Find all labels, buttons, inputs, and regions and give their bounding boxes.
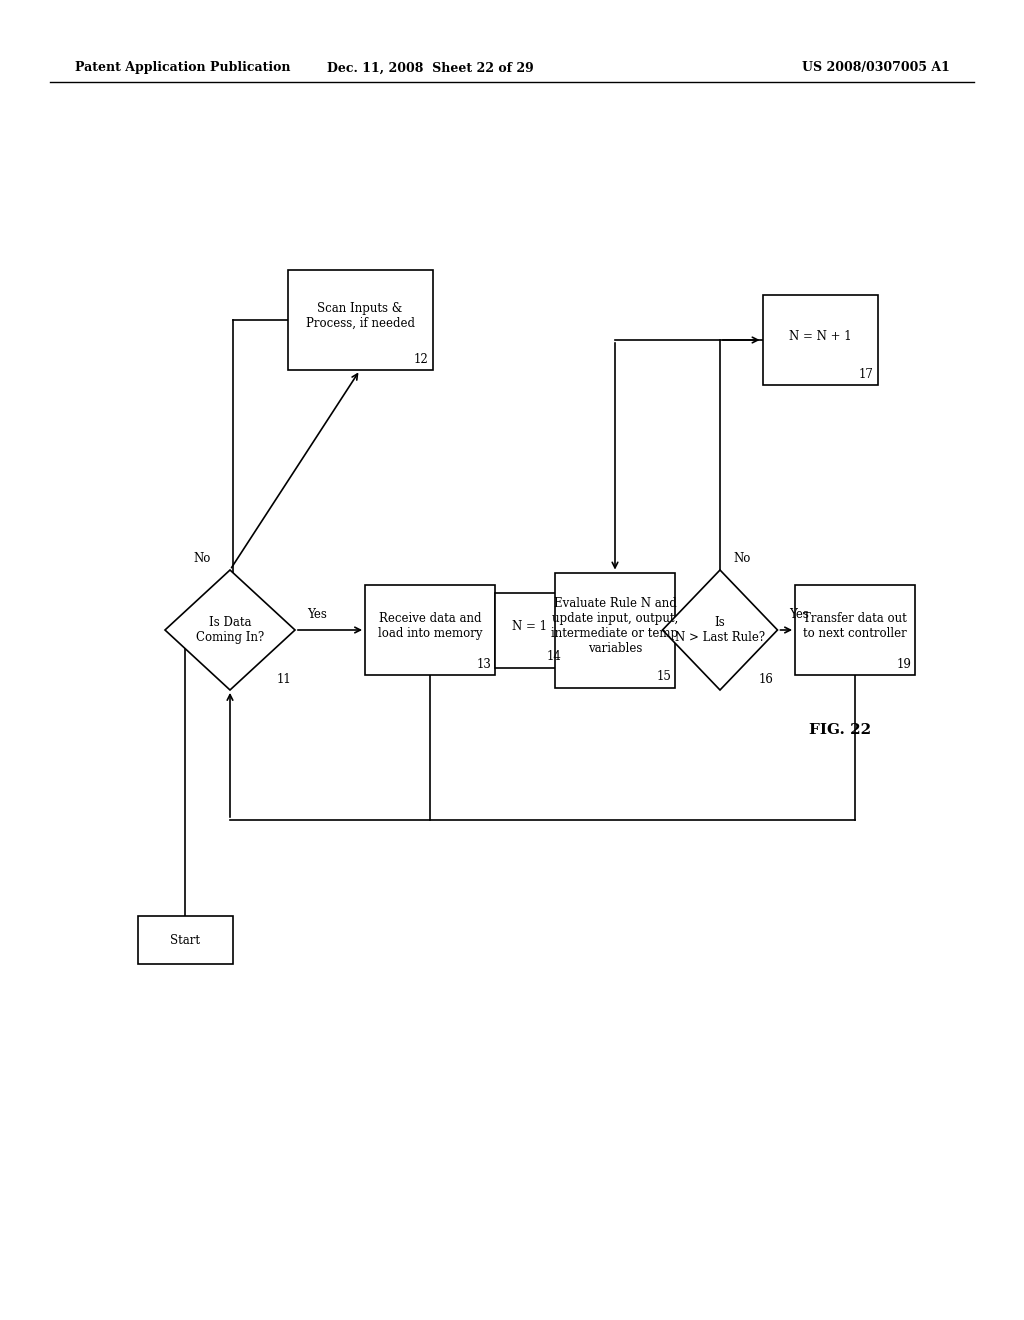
Text: Patent Application Publication: Patent Application Publication bbox=[75, 62, 291, 74]
Polygon shape bbox=[165, 570, 295, 690]
Text: Evaluate Rule N and
update input, output,
intermediate or temp
variables: Evaluate Rule N and update input, output… bbox=[552, 597, 679, 655]
Text: No: No bbox=[733, 552, 751, 565]
Text: 16: 16 bbox=[759, 673, 773, 686]
Text: Receive data and
load into memory: Receive data and load into memory bbox=[378, 612, 482, 640]
Text: Dec. 11, 2008  Sheet 22 of 29: Dec. 11, 2008 Sheet 22 of 29 bbox=[327, 62, 534, 74]
Text: 19: 19 bbox=[896, 657, 911, 671]
Text: 15: 15 bbox=[656, 671, 671, 684]
Polygon shape bbox=[663, 570, 777, 690]
Text: 17: 17 bbox=[859, 368, 873, 381]
Text: Scan Inputs &
Process, if needed: Scan Inputs & Process, if needed bbox=[305, 302, 415, 330]
Text: No: No bbox=[194, 552, 211, 565]
Text: 11: 11 bbox=[276, 673, 291, 686]
Bar bbox=[137, 916, 232, 964]
Bar bbox=[795, 585, 915, 675]
Text: Yes: Yes bbox=[307, 607, 327, 620]
Text: Is Data
Coming In?: Is Data Coming In? bbox=[196, 616, 264, 644]
Bar bbox=[365, 585, 495, 675]
Text: Start: Start bbox=[170, 933, 200, 946]
Text: 13: 13 bbox=[476, 657, 490, 671]
Bar bbox=[495, 593, 565, 668]
Bar bbox=[763, 294, 878, 385]
Text: N = N + 1: N = N + 1 bbox=[788, 330, 851, 342]
Text: Transfer data out
to next controller: Transfer data out to next controller bbox=[803, 612, 907, 640]
Text: 14: 14 bbox=[546, 651, 561, 664]
Bar bbox=[288, 271, 432, 370]
Text: N = 1: N = 1 bbox=[512, 619, 548, 632]
Text: US 2008/0307005 A1: US 2008/0307005 A1 bbox=[802, 62, 950, 74]
Text: Yes: Yes bbox=[790, 607, 809, 620]
Bar bbox=[555, 573, 675, 688]
Text: Is
N > Last Rule?: Is N > Last Rule? bbox=[675, 616, 765, 644]
Text: 12: 12 bbox=[414, 352, 428, 366]
Text: FIG. 22: FIG. 22 bbox=[809, 723, 871, 737]
